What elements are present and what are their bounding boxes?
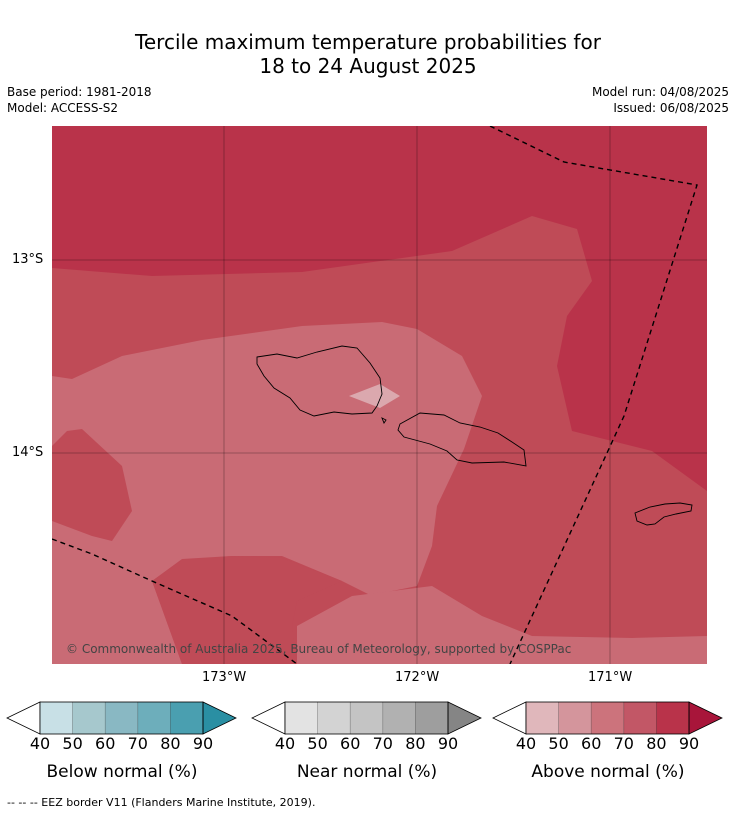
legend-tick-label: 60	[340, 734, 360, 750]
legend-arrow-low	[6, 701, 41, 735]
legend-tick-label: 80	[160, 734, 180, 750]
graticule	[52, 126, 707, 664]
legend-swatch	[526, 702, 559, 734]
title-line-1: Tercile maximum temperature probabilitie…	[135, 30, 601, 54]
legend-tick-label: 70	[128, 734, 148, 750]
legend-swatch	[382, 702, 416, 734]
eez-footnote: -- -- -- EEZ border V11 (Flanders Marine…	[7, 796, 316, 809]
lon-label-173w: 173°W	[202, 670, 247, 685]
chart-title: Tercile maximum temperature probabilitie…	[0, 30, 736, 78]
legend-tick-label: 70	[373, 734, 393, 750]
lat-label-13s: 13°S	[12, 252, 44, 267]
upolu-island-outline	[397, 412, 527, 467]
legend-arrow-high	[202, 701, 237, 735]
legend-tick-label: 90	[438, 734, 458, 750]
legend-tick-label: 70	[614, 734, 634, 750]
legend-swatch	[170, 702, 203, 734]
small-island-1	[381, 417, 387, 424]
zone-50-patch	[349, 384, 400, 408]
legend-tick-label: 50	[62, 734, 82, 750]
zone-60-central	[52, 322, 482, 664]
legend-frame	[39, 701, 204, 735]
legend-arrow-low	[251, 701, 286, 735]
islands	[256, 345, 693, 526]
tutuila-island-outline	[634, 502, 693, 526]
legend-caption-near-normal: Near normal (%)	[296, 762, 438, 782]
model-run-text: Model run: 04/08/2025	[591, 85, 729, 99]
legend-frame	[284, 701, 449, 735]
legend-above-normal: 40 50 60 70 80 90	[492, 701, 723, 750]
legend-swatch	[137, 702, 171, 734]
probability-map: © Commonwealth of Australia 2025, Bureau…	[52, 126, 707, 664]
legend-swatch	[656, 702, 689, 734]
legend-tick-label: 60	[581, 734, 601, 750]
eez-border	[52, 126, 698, 664]
zone-70-south	[152, 556, 342, 664]
copyright-text: © Commonwealth of Australia 2025, Bureau…	[66, 642, 571, 656]
lat-label-14s: 14°S	[12, 445, 44, 460]
legend-tick-label: 40	[30, 734, 50, 750]
issued-text: Issued: 06/08/2025	[613, 101, 729, 115]
legend-swatch	[591, 702, 624, 734]
legend-frame	[525, 701, 690, 735]
legend-tick-label: 50	[307, 734, 327, 750]
legend-swatch	[285, 702, 318, 734]
legend-below-normal: 40 50 60 70 80 90	[6, 701, 237, 750]
legend-arrow-high	[447, 701, 482, 735]
legend-tick-label: 50	[548, 734, 568, 750]
legend-caption-below-normal: Below normal (%)	[46, 762, 198, 782]
eez-border-east	[489, 126, 698, 664]
legend-tick-label: 40	[275, 734, 295, 750]
legend-caption-above-normal: Above normal (%)	[531, 762, 685, 782]
legend-swatch	[317, 702, 351, 734]
legend-arrow-high	[688, 701, 723, 735]
lon-label-171w: 171°W	[588, 670, 633, 685]
legend-tick-label: 60	[95, 734, 115, 750]
zone-70-west	[52, 429, 132, 541]
title-line-2: 18 to 24 August 2025	[259, 54, 477, 78]
legend-swatch	[558, 702, 592, 734]
legend-swatch	[415, 702, 448, 734]
model-text: Model: ACCESS-S2	[7, 101, 119, 115]
legend-swatch	[40, 702, 73, 734]
legend-arrow-low	[492, 701, 527, 735]
lon-label-172w: 172°W	[395, 670, 440, 685]
legend-swatch	[350, 702, 383, 734]
legend-swatch	[72, 702, 106, 734]
legend-tick-label: 80	[646, 734, 666, 750]
eez-border-southwest	[52, 538, 298, 664]
legend-tick-label: 90	[679, 734, 699, 750]
meta-right: Model run: 04/08/2025 Issued: 06/08/2025	[592, 84, 729, 116]
savaii-island-outline	[256, 345, 383, 417]
legend-tick-label: 80	[405, 734, 425, 750]
meta-left: Base period: 1981-2018 Model: ACCESS-S2	[7, 84, 152, 116]
legend-swatch	[623, 702, 657, 734]
legend-near-normal: 40 50 60 70 80 90	[251, 701, 482, 750]
base-period-text: Base period: 1981-2018	[7, 85, 152, 99]
legend-tick-label: 40	[516, 734, 536, 750]
legend-tick-label: 90	[193, 734, 213, 750]
zone-60-southeast	[297, 586, 707, 664]
legend-swatch	[105, 702, 138, 734]
